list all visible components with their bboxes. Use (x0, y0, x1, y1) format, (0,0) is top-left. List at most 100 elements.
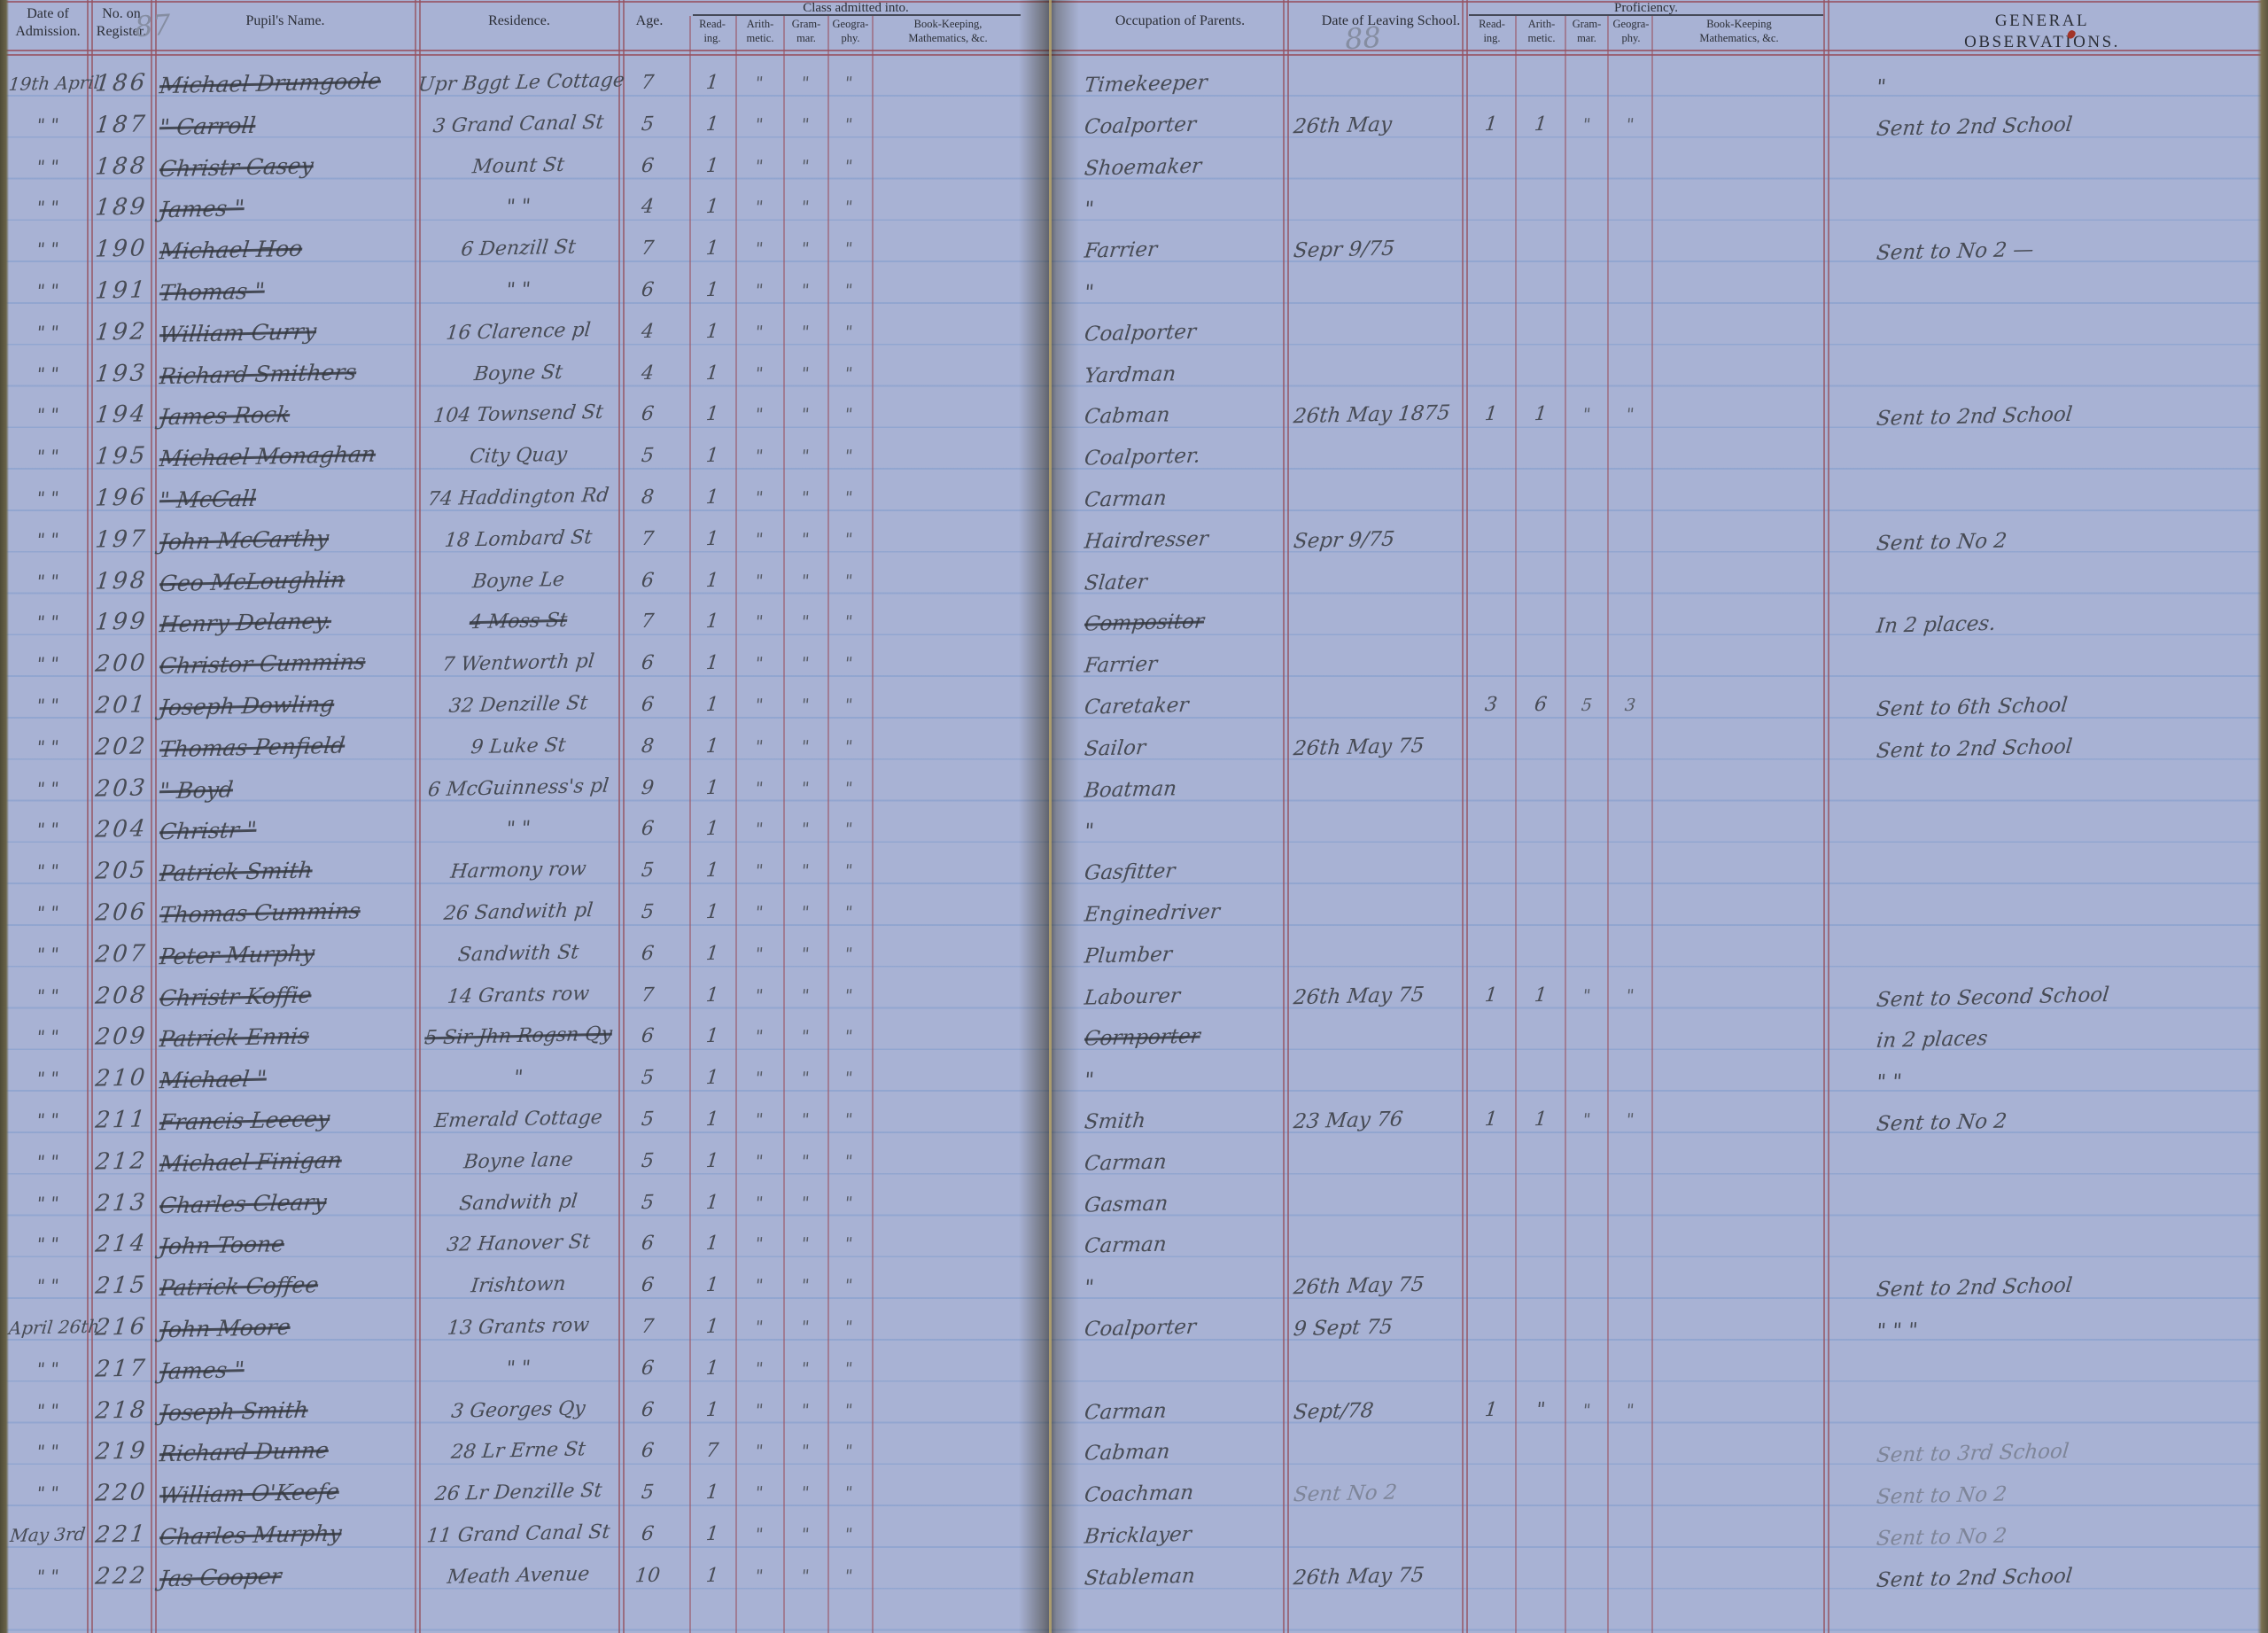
cell-date-leaving: Sepr 9/75 (1292, 527, 1396, 554)
cell-occupation: Coalporter (1083, 113, 1198, 139)
cell-class-grammar: " (800, 1234, 811, 1255)
cell-date-admission: " " (35, 611, 60, 634)
header-proficiency-group: Proficiency. (1614, 1, 1678, 15)
cell-class-arithmetic: " (754, 944, 765, 964)
cell-class-geography: " (843, 1483, 854, 1504)
cell-age: 6 (640, 942, 656, 965)
cell-class-arithmetic: " (754, 1317, 765, 1338)
register-row: " " 187 " Carroll 3 Grand Canal St 5 1 " " " Coal… (0, 105, 2268, 147)
cell-class-arithmetic: " (754, 1566, 765, 1586)
header-general-observations: GENERAL OBSERVATIONS. (1964, 12, 2120, 51)
cell-register-number: 220 (94, 1479, 149, 1507)
cell-age: 8 (640, 735, 656, 758)
cell-class-arithmetic: " (754, 487, 765, 509)
cell-register-number: 207 (94, 940, 149, 968)
cell-date-admission: " " (35, 445, 60, 468)
cell-occupation: " (1083, 1069, 1095, 1093)
cell-age: 6 (640, 1440, 656, 1463)
cell-observations: Sent to 2nd School (1875, 1564, 2074, 1592)
cell-class-arithmetic: " (754, 1069, 765, 1089)
column-rule (155, 0, 157, 1633)
cell-pupil-name: James Rock (158, 401, 291, 431)
right-page-number: 88 (1343, 19, 1382, 57)
cell-date-leaving: 23 May 76 (1292, 1108, 1404, 1134)
cell-class-grammar: " (800, 1109, 811, 1131)
cell-occupation: Carman (1083, 1150, 1168, 1176)
cell-occupation: Coachman (1083, 1481, 1195, 1507)
cell-date-leaving: 26th May 75 (1292, 1563, 1425, 1590)
cell-class-reading: 1 (704, 942, 720, 965)
register-row: " " 204 Christr " " " 6 1 " " " " (0, 810, 2268, 851)
cell-class-arithmetic: " (754, 73, 765, 94)
cell-class-reading: 1 (704, 1564, 720, 1587)
cell-register-number: 195 (94, 442, 149, 470)
cell-class-geography: " (843, 322, 854, 342)
register-row: " " 188 Christr Casey Mount St 6 1 " " " Shoemake… (0, 147, 2268, 189)
register-row: " " 208 Christr Koffie 14 Grants row 7 1 " " " La… (0, 976, 2268, 1018)
cell-pupil-name: Joseph Smith (158, 1396, 310, 1426)
cell-register-number: 196 (94, 484, 149, 512)
register-row: " " 205 Patrick Smith Harmony row 5 1 " " " Gasfi… (0, 851, 2268, 893)
cell-class-grammar: " (800, 778, 811, 798)
cell-date-leaving: 26th May (1292, 113, 1394, 139)
cell-prof-grammar: " (1581, 114, 1592, 135)
cell-date-admission: " " (35, 1565, 60, 1588)
cell-class-grammar: " (800, 695, 811, 716)
cell-class-grammar: " (800, 1276, 811, 1296)
cell-class-geography: " (843, 1027, 854, 1047)
cell-class-arithmetic: " (754, 1109, 765, 1131)
left-page-number: 87 (133, 7, 172, 44)
register-row: " " 190 Michael Hoo 6 Denzill St 7 1 " " " Farrie… (0, 229, 2268, 271)
cell-class-arithmetic: " (754, 1442, 765, 1462)
header-prof-bookkeeping: Book-Keeping Mathematics, &c. (1699, 18, 1779, 44)
cell-pupil-name: Christor Cummins (158, 649, 368, 680)
cell-class-arithmetic: " (754, 778, 765, 798)
cell-occupation: Coalporter (1083, 320, 1198, 346)
cell-occupation: Carman (1083, 1233, 1168, 1259)
book-edge-right (2257, 0, 2268, 1633)
cell-class-grammar: " (800, 363, 811, 384)
cell-age: 6 (640, 1273, 656, 1297)
cell-date-admission: " " (35, 984, 60, 1007)
cell-register-number: 209 (94, 1023, 149, 1052)
cell-age: 7 (640, 1315, 656, 1339)
cell-residence: City Quay (468, 443, 569, 469)
cell-class-reading: 7 (704, 1440, 720, 1463)
cell-class-geography: " (843, 198, 854, 218)
column-rule (415, 0, 416, 1633)
column-rule (91, 0, 93, 1633)
cell-class-reading: 1 (704, 1522, 720, 1546)
cell-register-number: 193 (94, 359, 149, 388)
cell-prof-geography: " (1625, 405, 1635, 425)
cell-age: 4 (640, 196, 656, 219)
cell-class-geography: " (843, 736, 854, 757)
register-row: " " 197 John McCarthy 18 Lombard St 7 1 " " " Hai… (0, 520, 2268, 562)
cell-residence: Sandwith St (456, 941, 580, 967)
cell-pupil-name: Thomas " (158, 277, 267, 307)
cell-class-geography: " (843, 944, 854, 964)
cell-class-geography: " (843, 1069, 854, 1089)
cell-date-admission: " " (35, 1192, 60, 1214)
cell-class-arithmetic: " (754, 322, 765, 342)
cell-class-geography: " (843, 612, 854, 633)
header-class-group: Class admitted into. (803, 1, 909, 15)
cell-class-reading: 1 (704, 1066, 720, 1090)
cell-class-grammar: " (800, 156, 811, 176)
cell-pupil-name: Thomas Penfield (158, 732, 346, 763)
cell-prof-arithmetic: 1 (1533, 403, 1549, 426)
cell-prof-reading: 1 (1483, 403, 1499, 426)
cell-date-admission: " " (35, 859, 60, 883)
cell-class-grammar: " (800, 73, 811, 94)
cell-class-reading: 1 (704, 818, 720, 841)
cell-class-arithmetic: " (754, 1276, 765, 1296)
cell-prof-geography: " (1625, 1400, 1635, 1420)
cell-class-reading: 1 (704, 486, 720, 509)
cell-date-admission: " " (35, 279, 60, 302)
cell-register-number: 194 (94, 400, 149, 430)
cell-class-arithmetic: " (754, 447, 765, 467)
cell-age: 5 (640, 1191, 656, 1214)
header-date-admission: Date of Admission. (15, 6, 81, 39)
register-row: 19th April 186 Michael Drumgoole Upr Bggt L… (0, 64, 2268, 105)
cell-prof-geography: " (1625, 985, 1635, 1006)
cell-occupation: Boatman (1083, 776, 1178, 803)
